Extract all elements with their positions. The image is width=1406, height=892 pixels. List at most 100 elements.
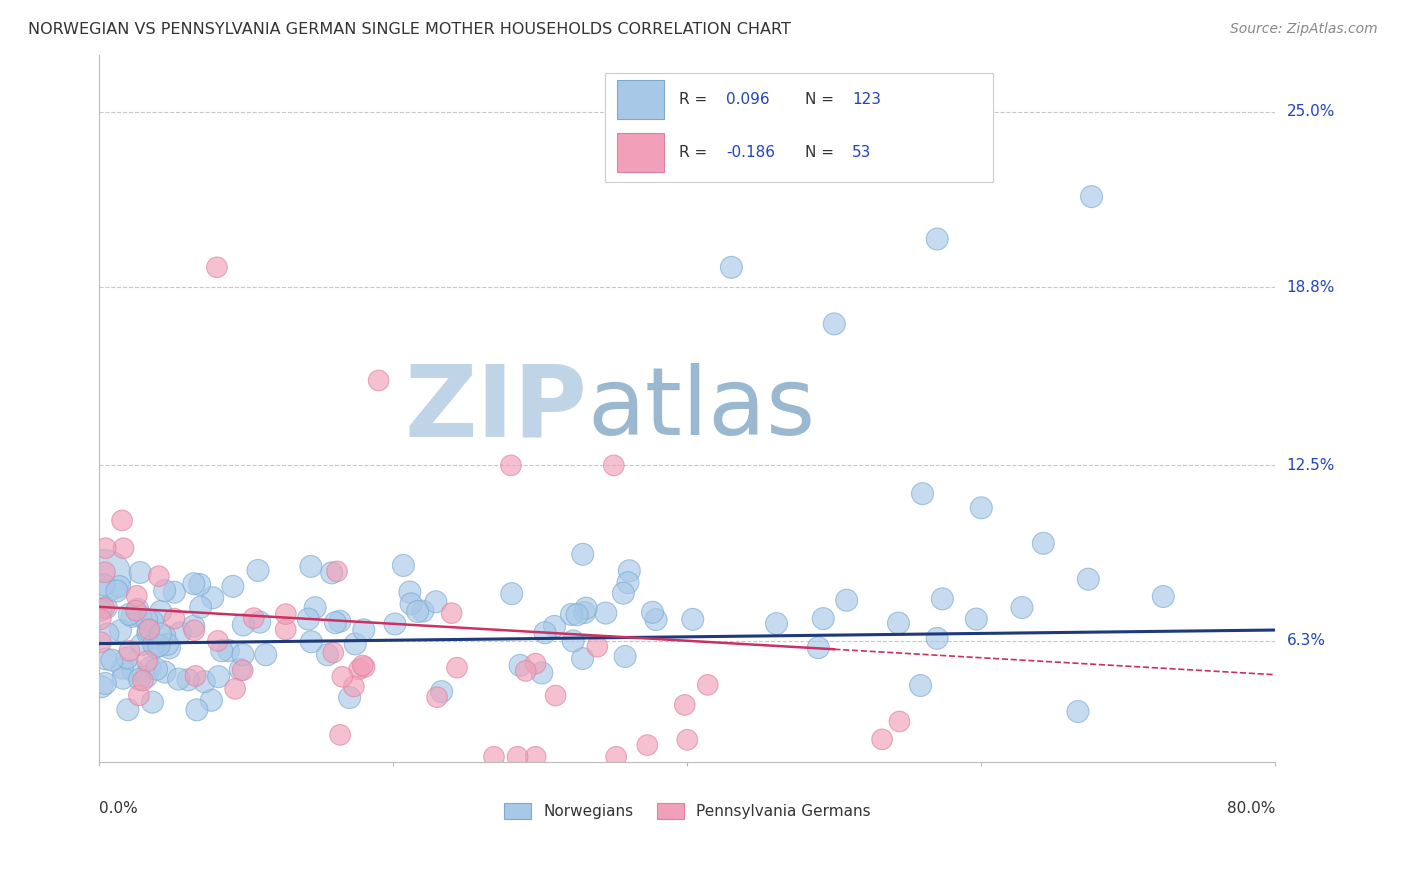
Point: [619, 564, 641, 578]
Point: [139, 660, 162, 674]
Point: [813, 612, 835, 626]
Point: [118, 607, 141, 622]
Point: [406, 604, 429, 618]
Point: [183, 576, 205, 591]
Point: [159, 640, 181, 655]
Point: [673, 698, 696, 712]
Point: [254, 648, 277, 662]
Point: [112, 541, 135, 556]
Point: [93, 601, 115, 615]
Point: [574, 606, 596, 620]
Point: [153, 583, 176, 598]
Text: ZIP: ZIP: [405, 360, 588, 458]
Point: [145, 662, 167, 676]
Point: [274, 607, 297, 621]
Point: [177, 673, 200, 687]
Point: [329, 728, 352, 742]
Point: [97, 627, 120, 641]
Point: [118, 644, 141, 658]
Point: [94, 541, 117, 556]
Point: [575, 601, 598, 615]
Point: [90, 680, 112, 694]
Point: [565, 607, 588, 622]
Point: [870, 732, 893, 747]
Point: [524, 749, 547, 764]
Point: [167, 672, 190, 686]
Point: [325, 615, 347, 630]
Point: [321, 566, 343, 580]
Text: 0.0%: 0.0%: [100, 801, 138, 816]
Text: 25.0%: 25.0%: [1286, 104, 1334, 120]
Point: [636, 738, 658, 752]
Point: [249, 615, 271, 629]
Point: [131, 638, 153, 652]
Text: 12.5%: 12.5%: [1286, 458, 1334, 473]
Point: [207, 670, 229, 684]
Point: [339, 690, 361, 705]
Point: [927, 632, 949, 646]
Bar: [617, 80, 664, 119]
Point: [101, 653, 124, 667]
Point: [1077, 572, 1099, 586]
Point: [111, 661, 134, 675]
Point: [765, 616, 787, 631]
Point: [586, 640, 609, 654]
Point: [482, 749, 505, 764]
Text: 123: 123: [852, 92, 882, 107]
Point: [108, 580, 131, 594]
Point: [145, 640, 167, 655]
Point: [353, 660, 375, 674]
Point: [612, 586, 634, 600]
Point: [184, 669, 207, 683]
Point: [141, 615, 163, 629]
Point: [163, 611, 186, 625]
Point: [506, 749, 529, 764]
Point: [430, 684, 453, 698]
Point: [125, 589, 148, 603]
Point: [384, 617, 406, 632]
Point: [188, 577, 211, 591]
Point: [129, 566, 152, 580]
Point: [343, 680, 366, 694]
Point: [1152, 590, 1174, 604]
Point: [544, 689, 567, 703]
Text: 0.096: 0.096: [725, 92, 769, 107]
Bar: [617, 133, 664, 172]
Point: [111, 671, 134, 685]
Point: [149, 627, 172, 641]
Point: [96, 600, 118, 615]
Point: [232, 663, 254, 677]
Point: [190, 600, 212, 615]
Point: [299, 559, 322, 574]
Point: [117, 703, 139, 717]
Point: [138, 624, 160, 638]
Point: [156, 637, 179, 651]
Point: [515, 664, 537, 678]
Text: 18.8%: 18.8%: [1286, 279, 1334, 294]
Point: [232, 618, 254, 632]
Text: N =: N =: [804, 145, 839, 161]
Point: [90, 603, 112, 617]
Text: 53: 53: [852, 145, 872, 161]
Point: [141, 695, 163, 709]
Legend: Norwegians, Pennsylvania Germans: Norwegians, Pennsylvania Germans: [498, 797, 877, 825]
Point: [399, 597, 422, 611]
Point: [127, 602, 149, 616]
Point: [148, 569, 170, 583]
Point: [186, 703, 208, 717]
Point: [499, 458, 522, 473]
Point: [201, 591, 224, 605]
Point: [125, 604, 148, 618]
Point: [1032, 536, 1054, 550]
Point: [90, 635, 112, 649]
Point: [887, 616, 910, 631]
Text: R =: R =: [679, 92, 713, 107]
Point: [110, 624, 132, 638]
Point: [617, 575, 640, 590]
Point: [530, 665, 553, 680]
Point: [111, 513, 134, 527]
Point: [835, 593, 858, 607]
Text: 6.3%: 6.3%: [1286, 633, 1326, 648]
Point: [970, 500, 993, 515]
Point: [614, 649, 637, 664]
